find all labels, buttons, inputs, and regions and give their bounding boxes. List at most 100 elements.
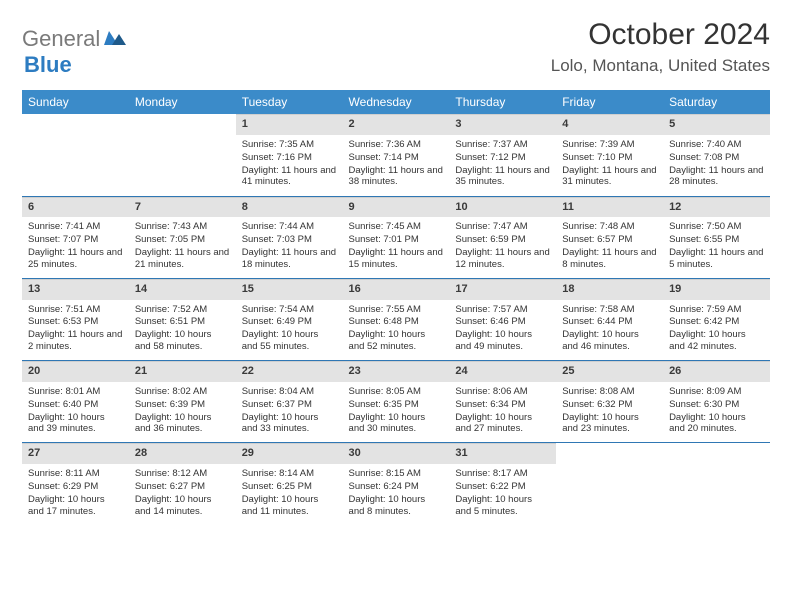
day-info: Sunrise: 7:45 AMSunset: 7:01 PMDaylight:… [343,217,450,278]
daylight-text: Daylight: 11 hours and 12 minutes. [455,247,550,271]
day-number: 24 [449,361,556,382]
weekday-header: Tuesday [236,90,343,114]
calendar-day-cell: 18Sunrise: 7:58 AMSunset: 6:44 PMDayligh… [556,278,663,360]
calendar-day-cell: 16 Sunrise: 7:55 AMSunset: 6:48 PMDayligh… [343,278,450,360]
daylight-text: Daylight: 10 hours and 36 minutes. [135,412,230,436]
calendar-day-cell: 22Sunrise: 8:04 AMSunset: 6:37 PMDayligh… [236,361,343,443]
daylight-text: Daylight: 10 hours and 30 minutes. [349,412,444,436]
sunset-text: Sunset: 6:48 PM [349,316,444,328]
daylight-text: Daylight: 10 hours and 42 minutes. [669,329,764,353]
calendar-day-cell: 27Sunrise: 8:11 AMSunset: 6:29 PMDayligh… [22,443,129,525]
daylight-text: Daylight: 10 hours and 5 minutes. [455,494,550,518]
sunrise-text: Sunrise: 7:55 AM [349,304,444,316]
daylight-text: Daylight: 10 hours and 27 minutes. [455,412,550,436]
sunset-text: Sunset: 6:25 PM [242,481,337,493]
day-number: 11 [556,197,663,218]
daylight-text: Daylight: 10 hours and 23 minutes. [562,412,657,436]
daylight-text: Daylight: 10 hours and 55 minutes. [242,329,337,353]
daylight-text: Daylight: 11 hours and 41 minutes. [242,165,337,189]
daylight-text: Daylight: 11 hours and 2 minutes. [28,329,123,353]
location-subtitle: Lolo, Montana, United States [551,56,770,76]
weekday-header: Friday [556,90,663,114]
sunset-text: Sunset: 6:40 PM [28,399,123,411]
day-number: 9 [343,197,450,218]
calendar-day-cell: 30Sunrise: 8:15 AMSunset: 6:24 PMDayligh… [343,443,450,525]
calendar-day-cell: 7Sunrise: 7:43 AMSunset: 7:05 PMDaylight… [129,196,236,278]
day-info: Sunrise: 8:15 AMSunset: 6:24 PMDaylight:… [343,464,450,525]
day-number: 22 [236,361,343,382]
daylight-text: Daylight: 11 hours and 38 minutes. [349,165,444,189]
daylight-text: Daylight: 10 hours and 39 minutes. [28,412,123,436]
sunrise-text: Sunrise: 7:50 AM [669,221,764,233]
day-number: 12 [663,197,770,218]
calendar-day-cell: 26Sunrise: 8:09 AMSunset: 6:30 PMDayligh… [663,361,770,443]
sunrise-text: Sunrise: 7:41 AM [28,221,123,233]
day-number: 29 [236,443,343,464]
sunrise-text: Sunrise: 8:15 AM [349,468,444,480]
day-number: 18 [556,279,663,300]
calendar-day-cell [556,443,663,525]
sunset-text: Sunset: 7:07 PM [28,234,123,246]
sunrise-text: Sunrise: 7:40 AM [669,139,764,151]
sunrise-text: Sunrise: 7:48 AM [562,221,657,233]
sunrise-text: Sunrise: 8:04 AM [242,386,337,398]
calendar-week-row: 13Sunrise: 7:51 AMSunset: 6:53 PMDayligh… [22,278,770,360]
day-info: Sunrise: 8:01 AMSunset: 6:40 PMDaylight:… [22,382,129,443]
sunset-text: Sunset: 6:46 PM [455,316,550,328]
weekday-header: Sunday [22,90,129,114]
sunrise-text: Sunrise: 8:12 AM [135,468,230,480]
daylight-text: Daylight: 10 hours and 14 minutes. [135,494,230,518]
day-info: Sunrise: 8:04 AMSunset: 6:37 PMDaylight:… [236,382,343,443]
daylight-text: Daylight: 11 hours and 31 minutes. [562,165,657,189]
calendar-day-cell: 24Sunrise: 8:06 AMSunset: 6:34 PMDayligh… [449,361,556,443]
day-number: 3 [449,114,556,135]
day-number: 30 [343,443,450,464]
day-number: 17 [449,279,556,300]
sunrise-text: Sunrise: 7:37 AM [455,139,550,151]
sunset-text: Sunset: 7:14 PM [349,152,444,164]
day-info: Sunrise: 7:47 AMSunset: 6:59 PMDaylight:… [449,217,556,278]
weekday-header: Thursday [449,90,556,114]
daylight-text: Daylight: 10 hours and 46 minutes. [562,329,657,353]
sunrise-text: Sunrise: 7:44 AM [242,221,337,233]
sunset-text: Sunset: 6:29 PM [28,481,123,493]
month-title: October 2024 [551,18,770,52]
sunset-text: Sunset: 6:57 PM [562,234,657,246]
day-info: Sunrise: 7:58 AMSunset: 6:44 PMDaylight:… [556,300,663,361]
sunrise-text: Sunrise: 7:52 AM [135,304,230,316]
day-info: Sunrise: 7:36 AMSunset: 7:14 PMDaylight:… [343,135,450,196]
sunrise-text: Sunrise: 7:43 AM [135,221,230,233]
daylight-text: Daylight: 10 hours and 52 minutes. [349,329,444,353]
calendar-day-cell: 5Sunrise: 7:40 AMSunset: 7:08 PMDaylight… [663,114,770,196]
day-info: Sunrise: 7:48 AMSunset: 6:57 PMDaylight:… [556,217,663,278]
day-number: 16 [343,279,450,300]
day-number: 19 [663,279,770,300]
day-info: Sunrise: 7:35 AMSunset: 7:16 PMDaylight:… [236,135,343,196]
daylight-text: Daylight: 11 hours and 18 minutes. [242,247,337,271]
day-number: 15 [236,279,343,300]
daylight-text: Daylight: 10 hours and 8 minutes. [349,494,444,518]
day-info: Sunrise: 8:08 AMSunset: 6:32 PMDaylight:… [556,382,663,443]
day-info: Sunrise: 7:41 AMSunset: 7:07 PMDaylight:… [22,217,129,278]
calendar-week-row: 27Sunrise: 8:11 AMSunset: 6:29 PMDayligh… [22,443,770,525]
day-number: 27 [22,443,129,464]
calendar-day-cell: 20Sunrise: 8:01 AMSunset: 6:40 PMDayligh… [22,361,129,443]
calendar-day-cell: 6Sunrise: 7:41 AMSunset: 7:07 PMDaylight… [22,196,129,278]
calendar-day-cell: 15Sunrise: 7:54 AMSunset: 6:49 PMDayligh… [236,278,343,360]
daylight-text: Daylight: 11 hours and 25 minutes. [28,247,123,271]
calendar-day-cell [129,114,236,196]
day-number: 8 [236,197,343,218]
daylight-text: Daylight: 11 hours and 8 minutes. [562,247,657,271]
brand-blue-row: Blue [24,44,72,78]
calendar-day-cell: 10Sunrise: 7:47 AMSunset: 6:59 PMDayligh… [449,196,556,278]
day-info: Sunrise: 8:17 AMSunset: 6:22 PMDaylight:… [449,464,556,525]
sunrise-text: Sunrise: 7:47 AM [455,221,550,233]
day-info: Sunrise: 7:37 AMSunset: 7:12 PMDaylight:… [449,135,556,196]
day-info: Sunrise: 7:54 AMSunset: 6:49 PMDaylight:… [236,300,343,361]
sunrise-text: Sunrise: 7:59 AM [669,304,764,316]
calendar-day-cell: 31Sunrise: 8:17 AMSunset: 6:22 PMDayligh… [449,443,556,525]
sunset-text: Sunset: 6:59 PM [455,234,550,246]
sunset-text: Sunset: 6:27 PM [135,481,230,493]
sunset-text: Sunset: 6:42 PM [669,316,764,328]
calendar-day-cell: 13Sunrise: 7:51 AMSunset: 6:53 PMDayligh… [22,278,129,360]
